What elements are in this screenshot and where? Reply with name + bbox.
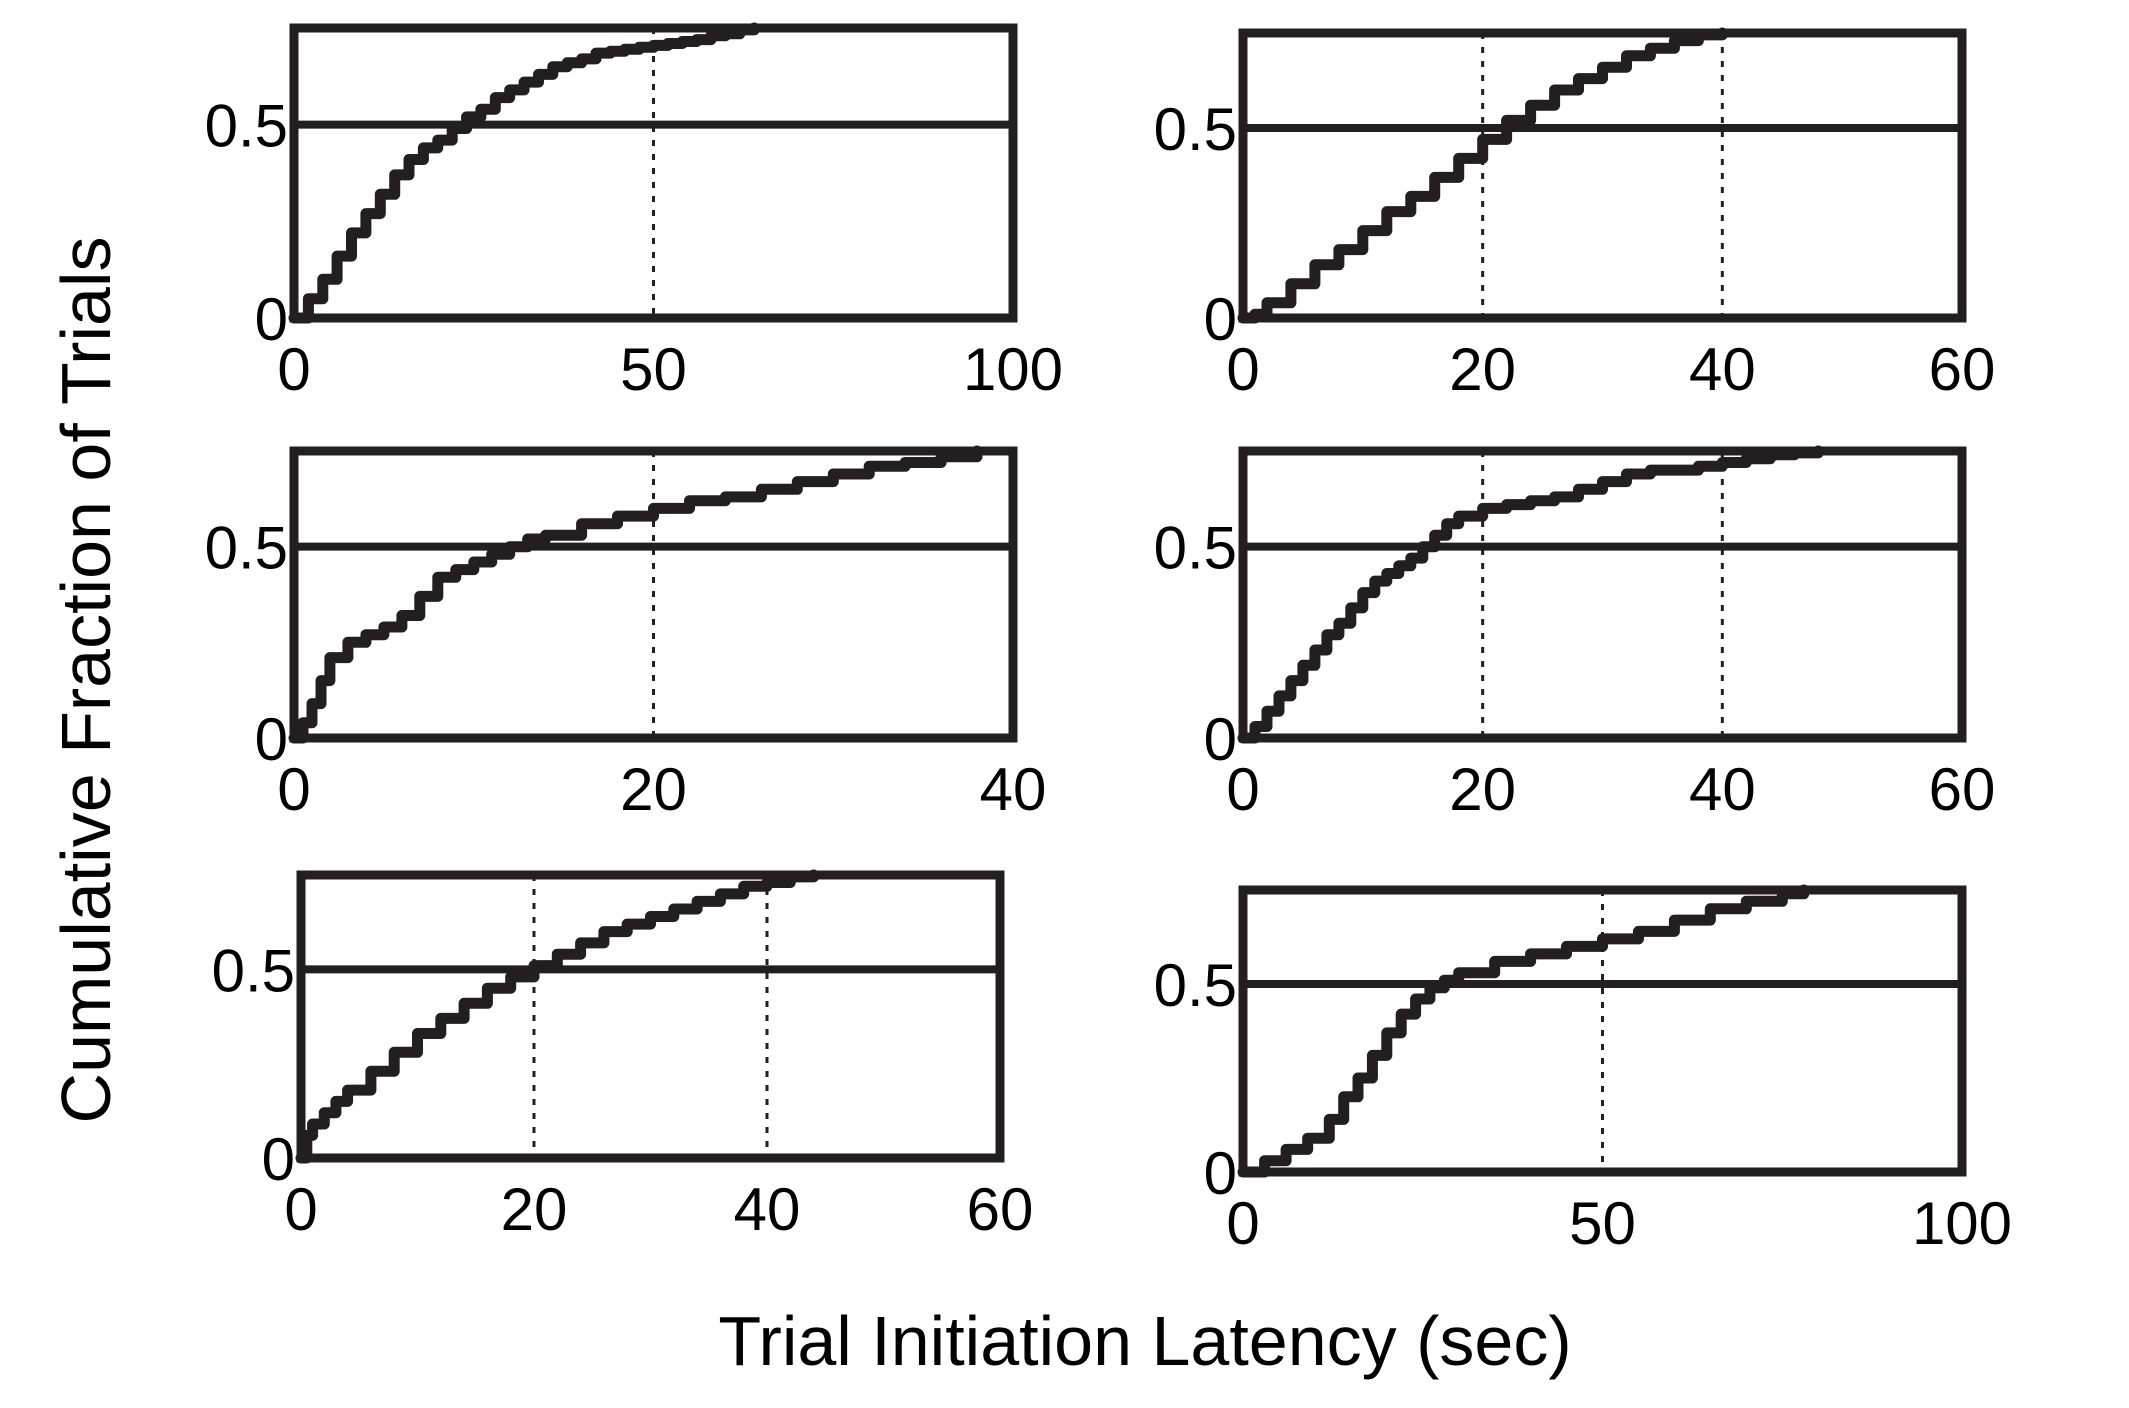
x-tick-label: 40 [1689,336,1756,403]
panels: 0 50 100 0 0.5 0 20 40 60 0 0.5 0 20 40 0 0.5 0 20 40 60 0 0.… [205,22,2012,1257]
x-tick-label: 20 [1449,336,1516,403]
y-tick-label: 0 [1204,706,1237,773]
cumulative-curve [1237,27,1728,324]
cumulative-curve [288,445,983,744]
x-tick-label: 40 [980,756,1047,823]
x-tick-label: 0 [277,756,310,823]
y-tick-label: 0.5 [1154,515,1237,582]
y-axis-title: Cumulative Fraction of Trials [47,237,125,1124]
panel-1: 0 50 100 0 0.5 [205,22,1063,403]
x-tick-label: 20 [620,756,687,823]
y-tick-label: 0.5 [1154,952,1237,1019]
x-tick-label: 40 [734,1176,801,1243]
x-tick-label: 0 [1226,756,1259,823]
cumulative-curve [1237,884,1810,1178]
y-tick-label: 0.5 [205,93,288,160]
y-tick-label: 0 [1204,286,1237,353]
axes-frame [289,23,1018,323]
axes-frame [296,870,1005,1163]
x-tick-label: 60 [1929,756,1996,823]
y-tick-label: 0.5 [1154,96,1237,163]
y-tick-label: 0.5 [205,515,288,582]
x-tick-label: 50 [620,336,687,403]
x-tick-label: 20 [501,1176,568,1243]
x-tick-label: 100 [963,336,1063,403]
x-tick-label: 0 [277,336,310,403]
y-tick-label: 0 [262,1126,295,1193]
y-tick-label: 0 [255,286,288,353]
x-axis-title: Trial Initiation Latency (sec) [718,1302,1571,1380]
x-tick-label: 0 [1226,336,1259,403]
x-tick-label: 60 [967,1176,1034,1243]
panel-3: 0 20 40 0 0.5 [205,445,1047,823]
y-tick-label: 0 [255,706,288,773]
axes-frame [1238,28,1967,323]
y-tick-label: 0 [1204,1140,1237,1207]
axes-frame [289,446,1018,743]
x-tick-label: 0 [1226,1190,1259,1257]
x-tick-label: 0 [284,1176,317,1243]
x-tick-label: 60 [1929,336,1996,403]
x-tick-label: 20 [1449,756,1516,823]
x-tick-label: 100 [1912,1190,2012,1257]
axes-frame [1238,885,1967,1177]
cumulative-curve [1237,445,1824,744]
axes-frame [1238,446,1967,743]
panel-2: 0 20 40 60 0 0.5 [1154,27,1996,403]
panel-4: 0 20 40 60 0 0.5 [1154,445,1996,823]
x-tick-label: 50 [1569,1190,1636,1257]
y-tick-label: 0.5 [212,937,295,1004]
panel-5: 0 20 40 60 0 0.5 [212,869,1034,1243]
cumulative-curve [295,869,820,1164]
panel-6: 0 50 100 0 0.5 [1154,884,2012,1257]
x-tick-label: 40 [1689,756,1756,823]
cumulative-curve [288,22,760,324]
